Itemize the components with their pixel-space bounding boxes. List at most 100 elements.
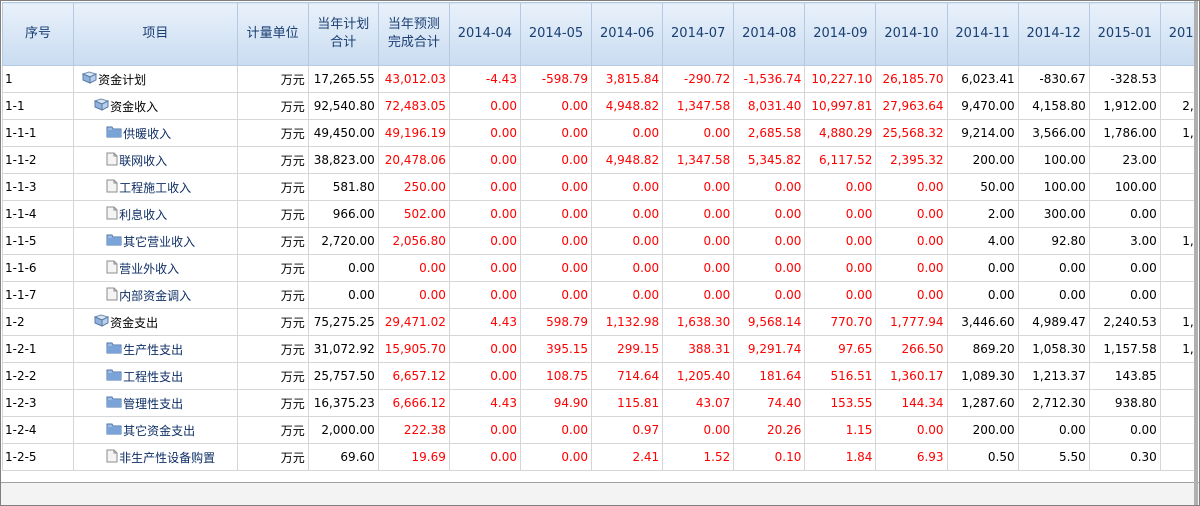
tree-node-label: 利息收入 bbox=[119, 207, 168, 222]
column-header-forecast-total[interactable]: 当年预测 完成合计 bbox=[377, 2, 450, 66]
cell-month-value: 2,240.53 bbox=[1088, 308, 1161, 336]
column-header-month[interactable]: 2014-11 bbox=[946, 2, 1019, 66]
cell-month-value: 9,568.14 bbox=[733, 308, 806, 336]
cell-month-value: 4.43 bbox=[448, 308, 521, 336]
cell-seq: 1-1-3 bbox=[2, 173, 75, 201]
cell-item-tree-node[interactable]: 生产性支出 bbox=[73, 335, 238, 363]
cell-unit: 万元 bbox=[236, 335, 309, 363]
table-row[interactable]: 1-2-5 非生产性设备购置 万元 69.60 19.69 0.00 0.00 2.41 1.5… bbox=[2, 443, 1196, 471]
tree-node-label: 资金计划 bbox=[98, 72, 147, 87]
grid-viewport[interactable]: 序号 项目 计量单位 当年计划 合计 当年预测 完成合计 2014-04 2014-0… bbox=[2, 2, 1196, 482]
folder-icon bbox=[106, 233, 122, 249]
cell-item-tree-node[interactable]: 管理性支出 bbox=[73, 389, 238, 417]
cell-forecast-total: 0.00 bbox=[377, 281, 450, 309]
column-header-month[interactable]: 2014-12 bbox=[1017, 2, 1090, 66]
column-header-month[interactable]: 2014-10 bbox=[875, 2, 948, 66]
cell-month-value: 9,291.74 bbox=[733, 335, 806, 363]
cell-item-tree-node[interactable]: 营业外收入 bbox=[73, 254, 238, 282]
table-row[interactable]: 1-1-1 供暖收入 万元 49,450.00 49,196.19 0.00 0.00 0.0… bbox=[2, 119, 1196, 147]
cell-item-tree-node[interactable]: 资金支出 bbox=[73, 308, 238, 336]
cell-month-value: 0.00 bbox=[662, 200, 735, 228]
cell-month-value: 3,815.84 bbox=[591, 65, 664, 93]
cell-item-tree-node[interactable]: 工程性支出 bbox=[73, 362, 238, 390]
cell-month-value: -830.67 bbox=[1017, 65, 1090, 93]
column-header-unit[interactable]: 计量单位 bbox=[236, 2, 309, 66]
cell-month-value: 50.00 bbox=[946, 173, 1019, 201]
table-row[interactable]: 1-2-4 其它资金支出 万元 2,000.00 222.38 0.00 0.00 0.97 0… bbox=[2, 416, 1196, 444]
cell-month-value: 0.00 bbox=[804, 173, 877, 201]
cell-month-value: 74.40 bbox=[733, 389, 806, 417]
cell-item-tree-node[interactable]: 资金计划 bbox=[73, 65, 238, 93]
cell-month-value: 0.00 bbox=[733, 227, 806, 255]
cell-month-value: 8,031.40 bbox=[733, 92, 806, 120]
cell-plan-total: 92,540.80 bbox=[307, 92, 379, 120]
cell-unit: 万元 bbox=[236, 173, 309, 201]
cell-month-value: 0.00 bbox=[1017, 281, 1090, 309]
cell-month-value: 0.00 bbox=[875, 227, 948, 255]
column-header-month[interactable]: 2014-08 bbox=[733, 2, 806, 66]
table-row[interactable]: 1-2-2 工程性支出 万元 25,757.50 6,657.12 0.00 108.75 7… bbox=[2, 362, 1196, 390]
cell-month-value: 0.00 bbox=[875, 254, 948, 282]
table-row[interactable]: 1-1-3 工程施工收入 万元 581.80 250.00 0.00 0.00 0.00 0.0… bbox=[2, 173, 1196, 201]
table-row[interactable]: 1-1-5 其它营业收入 万元 2,720.00 2,056.80 0.00 0.00 0.0… bbox=[2, 227, 1196, 255]
column-header-month[interactable]: 2015-02 bbox=[1159, 2, 1196, 66]
cell-month-value: 1,503.0 bbox=[1159, 227, 1196, 255]
cell-forecast-total: 2,056.80 bbox=[377, 227, 450, 255]
cell-item-tree-node[interactable]: 资金收入 bbox=[73, 92, 238, 120]
table-row[interactable]: 1-1 资金收入 万元 92,540.80 72,483.05 0.00 0.00 4,948… bbox=[2, 92, 1196, 120]
cell-month-value: 1,360.17 bbox=[875, 362, 948, 390]
cell-unit: 万元 bbox=[236, 308, 309, 336]
cell-unit: 万元 bbox=[236, 119, 309, 147]
cell-item-tree-node[interactable]: 利息收入 bbox=[73, 200, 238, 228]
table-row[interactable]: 1-2-3 管理性支出 万元 16,375.23 6,666.12 4.43 94.90 11… bbox=[2, 389, 1196, 417]
cell-month-value: 0.00 bbox=[519, 443, 593, 471]
cell-forecast-total: 72,483.05 bbox=[377, 92, 450, 120]
cell-item-tree-node[interactable]: 非生产性设备购置 bbox=[73, 443, 238, 471]
column-header-month[interactable]: 2014-04 bbox=[448, 2, 521, 66]
cell-month-value: 0.00 bbox=[1088, 281, 1161, 309]
cell-month-value: 1,347.58 bbox=[662, 92, 735, 120]
table-row[interactable]: 1-1-6 营业外收入 万元 0.00 0.00 0.00 0.00 0.00 0.00 0.00… bbox=[2, 254, 1196, 282]
cell-seq: 1-2-3 bbox=[2, 389, 75, 417]
column-header-item[interactable]: 项目 bbox=[73, 2, 238, 66]
cell-month-value: 10,997.81 bbox=[804, 92, 877, 120]
table-row[interactable]: 1-1-7 内部资金调入 万元 0.00 0.00 0.00 0.00 0.00 0.00 0.0… bbox=[2, 281, 1196, 309]
cell-item-tree-node[interactable]: 工程施工收入 bbox=[73, 173, 238, 201]
vertical-scrollbar[interactable] bbox=[1194, 1, 1198, 505]
table-row[interactable]: 1-2-1 生产性支出 万元 31,072.92 15,905.70 0.00 395.15… bbox=[2, 335, 1196, 363]
column-header-month[interactable]: 2014-06 bbox=[591, 2, 664, 66]
column-header-month[interactable]: 2014-05 bbox=[519, 2, 593, 66]
cell-month-value: 0.00 bbox=[591, 254, 664, 282]
column-header-seq[interactable]: 序号 bbox=[2, 2, 75, 66]
column-header-plan-total[interactable]: 当年计划 合计 bbox=[307, 2, 379, 66]
cell-item-tree-node[interactable]: 内部资金调入 bbox=[73, 281, 238, 309]
table-row[interactable]: 1 资金计划 万元 17,265.55 43,012.03 -4.43 -598.79 3,8… bbox=[2, 65, 1196, 93]
table-row[interactable]: 1-1-4 利息收入 万元 966.00 502.00 0.00 0.00 0.00 0.00 0… bbox=[2, 200, 1196, 228]
cell-month-value: 0.00 bbox=[733, 281, 806, 309]
column-header-month[interactable]: 2014-07 bbox=[662, 2, 735, 66]
cell-month-value: 0.00 bbox=[662, 254, 735, 282]
cell-item-tree-node[interactable]: 其它营业收入 bbox=[73, 227, 238, 255]
cell-item-tree-node[interactable]: 供暖收入 bbox=[73, 119, 238, 147]
cell-item-tree-node[interactable]: 联网收入 bbox=[73, 146, 238, 174]
table-row[interactable]: 1-1-2 联网收入 万元 38,823.00 20,478.06 0.00 0.00 4,9… bbox=[2, 146, 1196, 174]
document-icon bbox=[106, 287, 118, 304]
cell-month-value: 2,395.32 bbox=[875, 146, 948, 174]
cell-month-value: 200.00 bbox=[946, 146, 1019, 174]
cell-month-value: 0.00 bbox=[448, 200, 521, 228]
cell-month-value: 1,786.00 bbox=[1088, 119, 1161, 147]
cell-plan-total: 49,450.00 bbox=[307, 119, 379, 147]
cell-month-value: 988.0 bbox=[1159, 65, 1196, 93]
table-row[interactable]: 1-2 资金支出 万元 75,275.25 29,471.02 4.43 598.79 1,1… bbox=[2, 308, 1196, 336]
cell-month-value: 1.15 bbox=[804, 416, 877, 444]
tree-node-label: 其它营业收入 bbox=[123, 234, 196, 249]
cell-month-value: 1,777.94 bbox=[875, 308, 948, 336]
column-header-month[interactable]: 2015-01 bbox=[1088, 2, 1161, 66]
cell-month-value: 6.93 bbox=[875, 443, 948, 471]
document-icon bbox=[106, 152, 118, 169]
cell-month-value: 153.55 bbox=[804, 389, 877, 417]
cell-item-tree-node[interactable]: 其它资金支出 bbox=[73, 416, 238, 444]
column-header-month[interactable]: 2014-09 bbox=[804, 2, 877, 66]
horizontal-scrollbar-track[interactable] bbox=[1, 482, 1199, 505]
